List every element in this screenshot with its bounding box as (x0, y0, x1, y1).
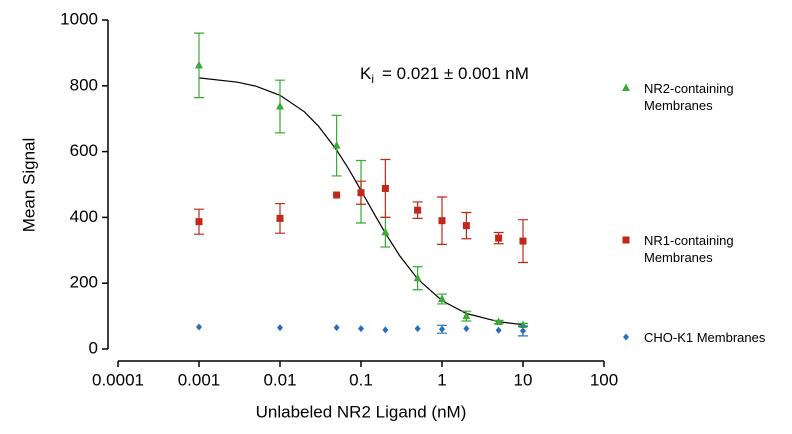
x-axis-label: Unlabeled NR2 Ligand (nM) (256, 402, 467, 421)
legend-label: NR2-containing Membranes (644, 81, 734, 113)
point (358, 325, 364, 333)
point (413, 273, 422, 282)
x-tick-label: 0.1 (349, 370, 373, 389)
point (196, 323, 202, 331)
point (276, 214, 284, 222)
x-tick-label: 10 (514, 370, 533, 389)
y-tick-label: 800 (70, 75, 98, 94)
x-tick-label: 0.001 (178, 370, 221, 389)
point (438, 217, 446, 225)
y-tick-label: 600 (70, 141, 98, 160)
point (439, 325, 445, 333)
point (195, 218, 203, 226)
point (495, 234, 503, 242)
point (333, 324, 340, 332)
y-tick-label: 400 (70, 207, 98, 226)
point (382, 326, 389, 334)
point (438, 294, 446, 302)
legend-marker (623, 333, 629, 341)
point (495, 326, 502, 334)
legend-marker (622, 83, 630, 91)
y-tick-label: 1000 (60, 9, 98, 28)
point (333, 191, 341, 199)
x-tick-label: 1 (437, 370, 446, 389)
annotation-subscript: i (371, 72, 374, 86)
point (195, 60, 203, 69)
point (463, 325, 470, 333)
point (357, 189, 365, 197)
y-axis-label: Mean Signal (19, 138, 38, 233)
point (520, 327, 526, 335)
point (494, 317, 503, 326)
annotation-symbol: K (360, 64, 372, 83)
x-tick-label: 0.01 (263, 370, 296, 389)
y-tick-label: 0 (89, 338, 98, 357)
point (414, 325, 421, 333)
legend-marker (622, 236, 630, 244)
point (277, 324, 283, 332)
point (381, 184, 389, 192)
point (462, 311, 471, 320)
annotation: Ki = 0.021 ± 0.001 nM (360, 64, 529, 86)
x-tick-label: 0.0001 (92, 370, 144, 389)
point (462, 222, 470, 230)
point (414, 206, 422, 214)
point (381, 227, 390, 236)
y-tick-label: 200 (70, 273, 98, 292)
legend-label: CHO-K1 Membranes (644, 330, 766, 345)
legend-label: NR1-containing Membranes (644, 233, 734, 265)
annotation-text: = 0.021 ± 0.001 nM (382, 64, 529, 83)
point (332, 141, 341, 149)
point (276, 102, 284, 110)
x-tick-label: 100 (590, 370, 618, 389)
point (519, 237, 527, 245)
